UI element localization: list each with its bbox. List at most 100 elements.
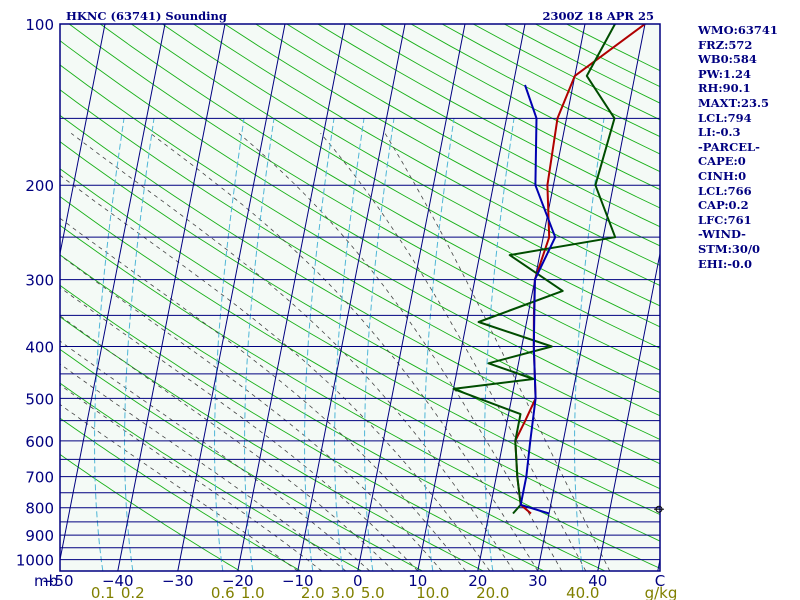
dry-adiabat-line <box>60 284 545 571</box>
index-cap: CAP:0.2 <box>698 198 749 213</box>
section-parcel-heading: -PARCEL- <box>698 139 760 154</box>
isotherms <box>0 24 660 571</box>
dry-adiabat-line <box>162 24 660 307</box>
pressure-tick-label: 800 <box>25 500 54 518</box>
dewpoint-trace <box>452 24 617 515</box>
temperature-tick-label: −20 <box>222 572 254 590</box>
index-lfc: LFC:761 <box>698 212 752 227</box>
pressure-tick-label: 400 <box>25 338 54 356</box>
mixing-ratio-tick-label: 3.0 <box>331 584 355 600</box>
dry-adiabat-line <box>68 24 660 371</box>
dry-adiabat-line <box>60 382 362 571</box>
index-wmo: WMO:63741 <box>698 23 778 37</box>
moist-adiabat-line <box>60 217 467 571</box>
pressure-tick-label: 500 <box>25 390 54 408</box>
pressure-unit-label: mb <box>34 572 58 590</box>
index-freezing-level: FRZ:572 <box>698 37 753 52</box>
index-ehi: EHI:-0.0 <box>698 256 753 271</box>
dry-adiabat-line <box>224 24 660 266</box>
temperature-tick-label: 10 <box>408 572 427 590</box>
index-precipitable-water: PW:1.24 <box>698 66 752 81</box>
pressure-tick-label: 900 <box>25 527 54 545</box>
pressure-tick-label: 700 <box>25 469 54 487</box>
dry-adiabat-line <box>60 417 302 571</box>
mixing-ratio-tick-label: 10.0 <box>416 584 449 600</box>
mixing-ratio-tick-label: 0.2 <box>121 584 145 600</box>
mixing-ratio-unit-label: g/kg <box>645 584 678 600</box>
mixing-ratio-axis: 0.1 0.2 0.6 1.0 2.0 3.0 5.0 10.0 20.0 40.0 g/kg <box>91 584 678 600</box>
dry-adiabat-line <box>60 64 660 417</box>
mixing-ratio-tick-label: 0.6 <box>211 584 235 600</box>
isotherm-line <box>357 24 466 571</box>
temperature-tick-label: −40 <box>102 572 134 590</box>
dry-adiabat-line <box>131 24 660 328</box>
wind-marker <box>654 505 664 513</box>
mixing-ratio-tick-label: 5.0 <box>361 584 385 600</box>
parcel-trace <box>519 84 557 515</box>
index-wet-bulb-zero: WB0:584 <box>698 52 757 67</box>
temperature-unit-label: C <box>655 572 665 590</box>
index-cinh: CINH:0 <box>698 168 747 183</box>
temperature-tick-label: −30 <box>162 572 194 590</box>
dry-adiabat-line <box>60 168 660 516</box>
isotherm-line <box>297 24 406 571</box>
sounding-traces <box>452 24 646 515</box>
mixing-ratio-tick-label: 20.0 <box>476 584 509 600</box>
isotherm-line <box>117 24 226 571</box>
index-parcel-lcl: LCL:766 <box>698 183 752 198</box>
index-lcl: LCL:794 <box>698 110 752 125</box>
temperature-tick-label: 40 <box>588 572 607 590</box>
dry-adiabat-line <box>60 453 241 571</box>
temperature-axis: −50 −40 −30 −20 −10 0 10 20 30 40 C <box>42 572 665 590</box>
pressure-tick-label: 600 <box>25 433 54 451</box>
isotherm-line <box>177 24 286 571</box>
isotherm-line <box>477 24 586 571</box>
pressure-tick-label: 1000 <box>16 552 54 570</box>
mixing-ratio-tick-label: 0.1 <box>91 584 115 600</box>
dry-adiabat-line <box>60 114 660 465</box>
sounding-time: 2300Z 18 APR 25 <box>542 9 654 23</box>
moist-adiabat-line <box>60 174 491 571</box>
dry-adiabat-line <box>60 196 660 542</box>
temperature-tick-label: −10 <box>282 572 314 590</box>
index-storm-motion: STM:30/0 <box>698 241 761 256</box>
pressure-axis: 100 200 300 400 500 600 700 800 900 1000 mb <box>16 16 58 590</box>
pressure-tick-label: 300 <box>25 272 54 290</box>
index-lifted-index: LI:-0.3 <box>698 125 741 140</box>
dry-adiabat-line <box>255 24 660 247</box>
plot-background <box>60 24 660 571</box>
dry-adiabat-line <box>60 89 660 440</box>
isotherm-line <box>597 250 660 571</box>
isotherm-line <box>237 24 346 571</box>
isotherm-line <box>417 24 526 571</box>
moist-adiabat-line <box>60 340 371 571</box>
isobars <box>60 24 660 561</box>
dry-adiabat-line <box>100 24 660 349</box>
temperature-tick-label: 0 <box>353 572 363 590</box>
isotherm-line <box>537 24 646 571</box>
temperature-tick-label: −50 <box>42 572 74 590</box>
pressure-tick-label: 100 <box>25 16 54 34</box>
temperature-tick-label: 20 <box>468 572 487 590</box>
isotherm-line <box>60 24 106 257</box>
index-cape: CAPE:0 <box>698 154 746 169</box>
isotherm-line <box>0 24 45 571</box>
isotherm-line <box>60 24 166 563</box>
moist-adiabat-line <box>60 315 395 571</box>
mixing-ratio-tick-label: 40.0 <box>566 584 599 600</box>
mixing-ratio-tick-label: 1.0 <box>241 584 265 600</box>
section-wind-heading: -WIND- <box>698 227 746 242</box>
index-max-temperature: MAXT:23.5 <box>698 95 769 110</box>
dry-adiabat-line <box>60 40 660 394</box>
station-title: HKNC (63741) Sounding <box>66 9 227 23</box>
pressure-tick-label: 200 <box>25 177 54 195</box>
dry-adiabat-line <box>60 141 660 490</box>
dry-adiabats <box>60 24 660 571</box>
sounding-indices-panel: WMO:63741 FRZ:572 WB0:584 PW:1.24 RH:90.… <box>698 23 798 271</box>
temperature-tick-label: 30 <box>528 572 547 590</box>
dry-adiabat-line <box>60 316 484 571</box>
plot-frame <box>59 23 661 572</box>
mixing-ratio-tick-label: 2.0 <box>301 584 325 600</box>
index-relative-humidity: RH:90.1 <box>698 81 751 96</box>
